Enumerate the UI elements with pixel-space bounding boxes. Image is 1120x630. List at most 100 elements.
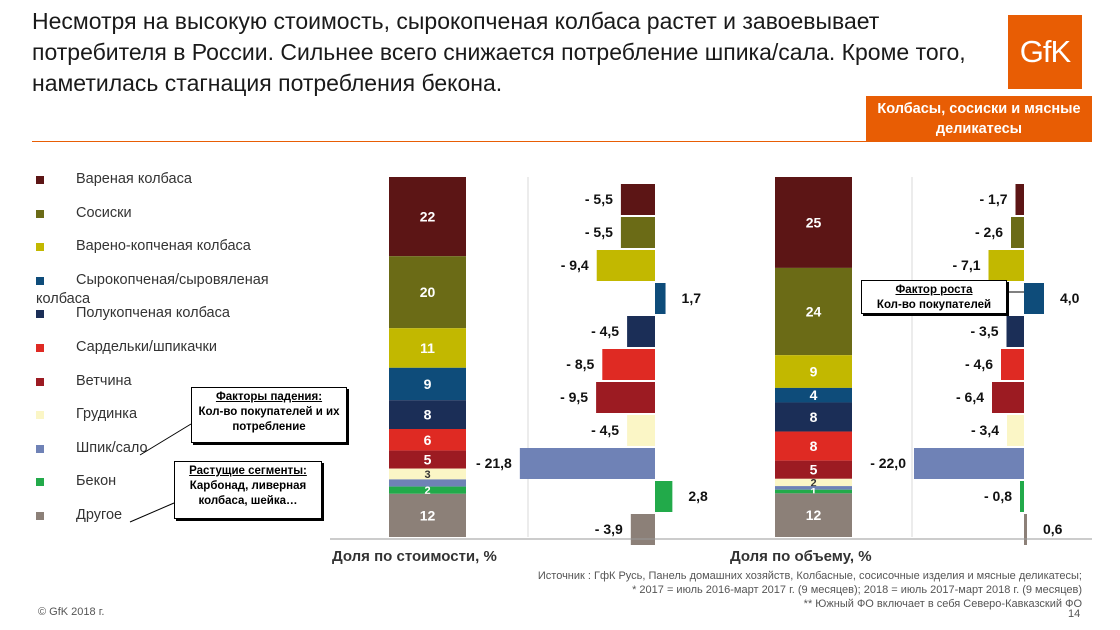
share-segment [389, 468, 466, 480]
legend-swatch [36, 176, 44, 184]
share-label: 25 [806, 214, 822, 230]
share-segment [775, 402, 852, 432]
change-label: - 4,5 [591, 323, 619, 339]
share-segment [389, 177, 466, 257]
share-segment [775, 387, 852, 403]
share-segment [389, 493, 466, 537]
share-label: 8 [424, 407, 432, 423]
share-label: 3 [424, 469, 430, 481]
change-bar [519, 448, 655, 479]
decline-callout-title: Факторы падения: [215, 391, 323, 403]
share-segment [775, 460, 852, 479]
page-number: 14 [1068, 608, 1081, 620]
change-label: - 3,4 [971, 422, 999, 438]
change-bar [620, 184, 655, 215]
share-label: 24 [806, 304, 822, 320]
source-note: Источник : ГфК Русь, Панель домашних хоз… [538, 569, 1082, 611]
change-label: - 9,5 [560, 389, 588, 405]
legend-label: Сосиски [76, 204, 132, 221]
share-segment [775, 486, 852, 490]
factor-callout-text: Кол-во покупателей [876, 299, 992, 311]
decline-callout-pointer [139, 423, 192, 456]
change-bar [1020, 481, 1024, 512]
change-bar [914, 448, 1024, 479]
share-segment [389, 479, 466, 487]
change-bar [1015, 184, 1024, 215]
change-bar [655, 481, 673, 512]
share-label: 2 [424, 485, 430, 497]
legend-swatch [36, 243, 44, 252]
growth-segments-callout: Растущие сегменты: Карбонад, ливерная ко… [174, 461, 322, 519]
change-bar [627, 415, 655, 446]
share-segment [775, 177, 852, 268]
value-share-axis-title: Доля по стоимости, % [332, 548, 497, 565]
legend-label: Сардельки/шпикачки [76, 339, 217, 355]
share-segment [389, 256, 466, 329]
growth-callout-text: Карбонад, ливерная колбаса, шейка… [189, 480, 307, 507]
share-label: 22 [420, 209, 436, 225]
change-label: 1,7 [682, 290, 702, 306]
legend-swatch [36, 411, 44, 420]
share-segment [389, 450, 466, 469]
change-label: - 4,5 [591, 422, 619, 438]
share-label: 11 [420, 340, 435, 356]
legend-swatch [36, 512, 44, 520]
share-label: 20 [420, 284, 436, 300]
change-label: - 22,0 [870, 455, 906, 471]
change-bar [602, 349, 655, 380]
share-label: 5 [810, 462, 818, 478]
change-label: - 6,4 [956, 389, 984, 405]
legend-label: Ветчина [76, 372, 132, 389]
change-bar [988, 250, 1024, 281]
legend-label: Шпик/сало [76, 439, 148, 456]
legend-swatch [36, 444, 44, 453]
volume-share-axis-title: Доля по объему, % [730, 548, 872, 565]
share-label: 6 [424, 432, 432, 448]
decline-callout-text: Кол-во покупателей и их потребление [198, 406, 340, 433]
decline-factors-callout: Факторы падения: Кол-во покупателей и их… [191, 387, 347, 443]
share-segment [389, 429, 466, 451]
share-label: 4 [810, 387, 818, 403]
source-line-1: Источник : ГфК Русь, Панель домашних хоз… [537, 570, 1082, 582]
change-label: - 21,8 [476, 455, 512, 471]
source-line-2: * 2017 = июль 2016-март 2017 г. (9 месяц… [632, 584, 1082, 596]
legend-label: Варено-копченая колбаса [76, 238, 251, 255]
change-bar [1024, 514, 1027, 545]
change-label: - 7,1 [952, 257, 980, 273]
change-bar [1024, 283, 1044, 314]
page-headline: Несмотря на высокую стоимость, сырокопче… [32, 8, 966, 96]
growth-factor-callout: Фактор роста Кол-во покупателей [861, 280, 1007, 314]
share-label: 2 [810, 477, 816, 489]
change-label: - 3,5 [970, 323, 998, 339]
legend-swatch [36, 310, 44, 319]
share-label: 12 [806, 507, 822, 523]
legend-label: Вареная колбаса [76, 171, 192, 187]
source-line-3: ** Южный ФО включает в себя Северо-Кавка… [803, 598, 1082, 610]
copyright: © GfK 2018 г. [38, 606, 105, 618]
change-bar [655, 283, 666, 314]
share-label: 8 [810, 438, 818, 454]
change-label: - 3,9 [595, 521, 623, 537]
legend-swatch [36, 276, 44, 285]
legend-label: Сырокопченая/сыровяленая колбаса [36, 271, 269, 307]
change-bar [1007, 415, 1024, 446]
badge-underline [32, 141, 1092, 142]
share-label: 8 [810, 409, 818, 425]
share-segment [775, 493, 852, 537]
share-segment [389, 486, 466, 494]
share-label: 5 [424, 452, 432, 468]
share-segment [389, 328, 466, 368]
share-segment [775, 489, 852, 494]
share-segment [775, 478, 852, 487]
share-segment [775, 431, 852, 461]
share-label: 9 [810, 364, 818, 380]
legend-swatch [36, 478, 44, 487]
change-bar [627, 316, 655, 347]
change-label: - 1,7 [979, 191, 1007, 207]
legend-label: Бекон [76, 473, 117, 490]
change-label: - 8,5 [566, 356, 594, 372]
share-label: 9 [424, 376, 432, 392]
change-label: - 5,5 [585, 191, 613, 207]
change-bar [1006, 316, 1024, 347]
